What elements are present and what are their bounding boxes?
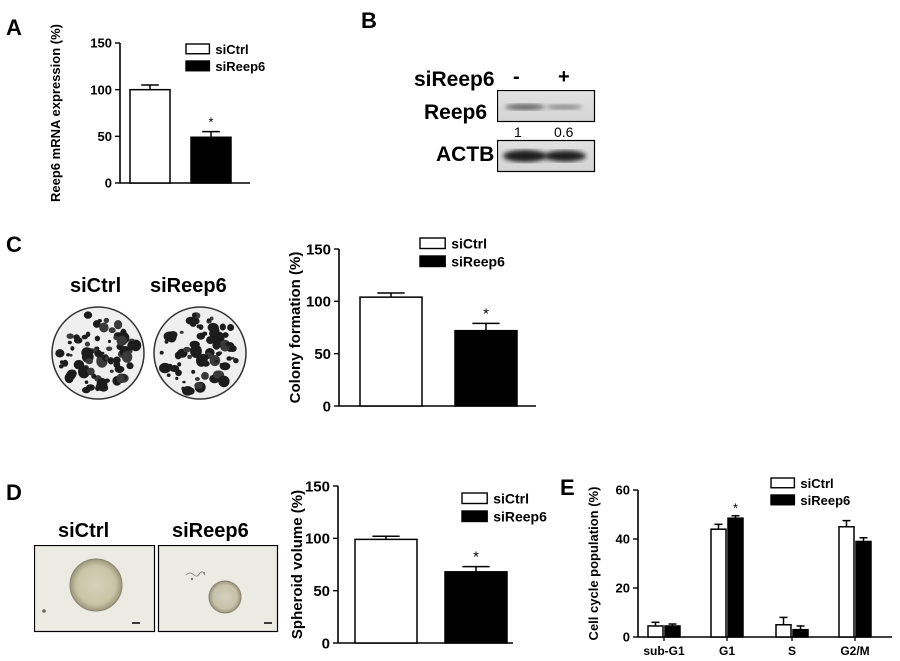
- panel-letter-a: A: [6, 15, 22, 40]
- bar-siCtrl: [359, 296, 423, 407]
- legend-swatch: [461, 510, 488, 523]
- spheroid-photo-label-ctrl: siCtrl: [58, 520, 110, 542]
- y-tick-label: 0: [105, 176, 112, 191]
- panel-letter-e: E: [560, 475, 575, 500]
- legend-label: siCtrl: [493, 491, 529, 507]
- bar-siReep6: [444, 571, 508, 644]
- x-tick-label: G1: [719, 644, 735, 658]
- legend-label: siCtrl: [800, 476, 833, 491]
- blot-quant-lane1: 1: [514, 124, 522, 140]
- blot-row-label-reep6: Reep6: [424, 101, 488, 124]
- x-tick-label: sub-G1: [643, 644, 685, 658]
- y-tick-label: 50: [313, 583, 330, 600]
- bar-S-siCtrl: [775, 624, 792, 638]
- y-axis-label: Colony formation (%): [287, 252, 304, 404]
- spheroid-reep6: [208, 580, 242, 614]
- spheroid-photo-label-reep6: siReep6: [172, 520, 249, 542]
- y-tick-label: 150: [90, 36, 112, 51]
- bar-G1-siCtrl: [710, 528, 727, 638]
- legend-label: siCtrl: [215, 42, 248, 57]
- bar-siCtrl: [354, 538, 418, 644]
- bar-siReep6: [190, 136, 232, 184]
- colonies-reep6: [159, 312, 239, 396]
- x-tick-label: G2/M: [840, 644, 869, 658]
- bar-G2/M-siCtrl: [838, 526, 855, 638]
- spheroid-ctrl: [69, 558, 123, 612]
- bar-G1-siReep6: [727, 517, 744, 638]
- spheroid-images: [34, 545, 279, 633]
- y-tick-label: 150: [306, 241, 331, 258]
- y-tick-label: 60: [616, 483, 630, 498]
- blot-quant-lane2: 0.6: [554, 124, 574, 140]
- legend-swatch: [461, 492, 488, 505]
- blot-image: [497, 90, 596, 173]
- panel-letter-c: C: [6, 232, 22, 257]
- bar-siCtrl: [129, 88, 171, 184]
- legend-label: siReep6: [215, 59, 265, 74]
- y-tick-label: 100: [306, 294, 331, 311]
- blot-lane-plus: +: [558, 66, 570, 88]
- legend-label: siReep6: [800, 493, 850, 508]
- y-tick-label: 100: [305, 531, 330, 548]
- y-axis-label: Reep6 mRNA expression (%): [48, 24, 63, 202]
- y-tick-label: 50: [314, 346, 331, 363]
- panel-letter-b: B: [361, 8, 377, 33]
- y-axis-label: Cell cycle population (%): [586, 487, 601, 641]
- legend-swatch: [185, 60, 211, 72]
- blot-row-label-actb: ACTB: [436, 143, 495, 166]
- colony-photo-label-ctrl: siCtrl: [70, 275, 122, 297]
- y-tick-label: 0: [623, 630, 630, 645]
- legend-label: siReep6: [451, 254, 505, 270]
- legend-swatch: [419, 237, 446, 250]
- legend-swatch: [770, 494, 796, 506]
- legend-swatch: [770, 477, 796, 489]
- significance-mark: *: [483, 305, 489, 322]
- colony-photo-label-reep6: siReep6: [150, 275, 227, 297]
- legend-label: siCtrl: [451, 236, 487, 252]
- band-reep6-lane1: [505, 103, 545, 111]
- bar-sub-G1-siCtrl: [647, 625, 664, 638]
- bar-sub-G1-siReep6: [664, 625, 681, 638]
- legend-swatch: [419, 255, 446, 268]
- band-actb-lane2: [544, 150, 586, 162]
- panel-letter-d: D: [6, 480, 22, 505]
- bar-G2/M-siReep6: [855, 540, 872, 638]
- legend-swatch: [185, 43, 211, 55]
- y-tick-label: 40: [616, 532, 630, 547]
- colony-plates: [51, 306, 247, 400]
- colonies-ctrl: [55, 311, 142, 394]
- band-actb-lane1: [503, 150, 547, 162]
- y-tick-label: 0: [323, 398, 331, 415]
- blot-condition-label: siReep6: [414, 68, 495, 91]
- bar-S-siReep6: [792, 628, 809, 638]
- y-axis-label: Spheroid volume (%): [289, 490, 306, 639]
- x-tick-label: S: [788, 644, 796, 658]
- y-tick-label: 100: [90, 82, 112, 97]
- band-reep6-lane2: [546, 104, 582, 110]
- significance-mark: *: [733, 501, 738, 516]
- y-tick-label: 0: [322, 635, 330, 652]
- y-tick-label: 20: [616, 581, 630, 596]
- blot-lane-minus: -: [513, 66, 520, 88]
- legend-label: siReep6: [493, 509, 547, 525]
- significance-mark: *: [473, 549, 479, 566]
- significance-mark: *: [208, 115, 213, 130]
- y-tick-label: 50: [98, 129, 112, 144]
- y-tick-label: 150: [305, 478, 330, 495]
